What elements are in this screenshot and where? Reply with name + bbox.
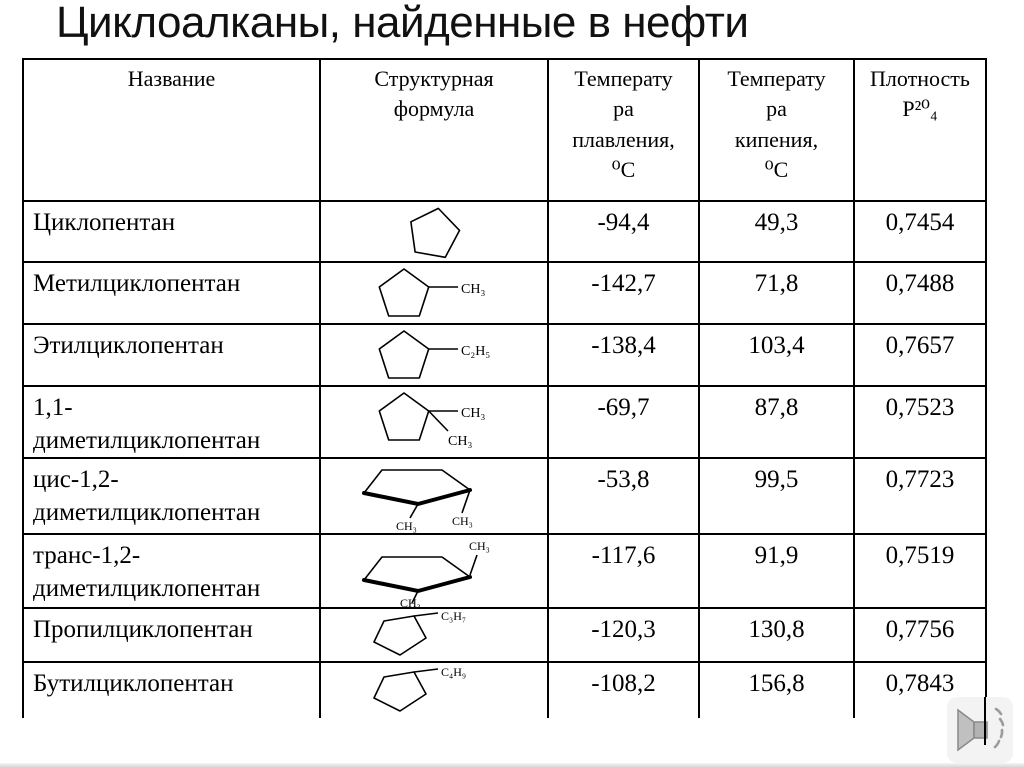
name-cell: транс-1,2- диметилциклопентан <box>22 533 321 609</box>
table-row: Этилциклопентан C₂H₅ -138,4 103,4 0,7657 <box>22 323 987 387</box>
svg-text:CH₃: CH₃ <box>448 434 472 449</box>
methylcyclopentane-structure-icon: CH₃ <box>378 268 485 317</box>
boiling-cell: 87,8 <box>698 385 855 459</box>
svg-text:C₃H₇: C₃H₇ <box>441 611 466 623</box>
boiling-cell: 130,8 <box>698 607 855 663</box>
name-cell: Бутилциклопентан <box>22 661 321 718</box>
svg-text:C₂H₅: C₂H₅ <box>461 344 490 359</box>
header-boiling-temp: Температу ра кипения, ⁰С <box>698 58 855 202</box>
table-row: Бутилциклопентан C₄H₉ -108,2 156,8 0,784… <box>22 661 987 718</box>
header-density: Плотность Р²⁰₄ <box>853 58 987 202</box>
trans-dimethylcyclopentane-structure-icon: CH₃ CH₃ <box>362 539 490 607</box>
name-cell: Метилциклопентан <box>22 261 321 325</box>
density-cell: 0,7488 <box>853 261 987 325</box>
svg-text:CH₃: CH₃ <box>452 514 473 528</box>
svg-text:CH₃: CH₃ <box>400 596 421 607</box>
formula-cell: CH₃ <box>319 261 549 325</box>
table-row: Циклопентан -94,4 49,3 0,7454 <box>22 200 987 263</box>
melting-cell: -94,4 <box>547 200 700 263</box>
boiling-cell: 156,8 <box>698 661 855 718</box>
formula-cell: CH₃ CH₃ <box>319 457 549 535</box>
butylcyclopentane-structure-icon: C₄H₉ <box>373 665 466 712</box>
svg-text:CH₃: CH₃ <box>469 539 490 553</box>
name-cell: Этилциклопентан <box>22 323 321 387</box>
formula-cell <box>319 200 549 263</box>
ethylcyclopentane-structure-icon: C₂H₅ <box>378 330 490 379</box>
svg-text:CH₃: CH₃ <box>461 406 485 421</box>
boiling-cell: 49,3 <box>698 200 855 263</box>
svg-text:CH₃: CH₃ <box>461 282 485 297</box>
density-cell: 0,7723 <box>853 457 987 535</box>
density-cell: 0,7519 <box>853 533 987 609</box>
melting-cell: -108,2 <box>547 661 700 718</box>
table-row: Пропилциклопентан C₃H₇ -120,3 130,8 0,77… <box>22 607 987 663</box>
header-name: Название <box>22 58 321 202</box>
density-cell: 0,7657 <box>853 323 987 387</box>
melting-cell: -138,4 <box>547 323 700 387</box>
name-cell: цис-1,2- диметилциклопентан <box>22 457 321 535</box>
svg-text:CH₃: CH₃ <box>396 519 417 533</box>
table-row: цис-1,2- диметилциклопентан CH₃ CH₃ -53,… <box>22 457 987 535</box>
cis-dimethylcyclopentane-structure-icon: CH₃ CH₃ <box>362 469 473 533</box>
table-header-row: Название Структурная формула Температу р… <box>22 58 987 202</box>
formula-cell: C₃H₇ <box>319 607 549 663</box>
density-cell: 0,7756 <box>853 607 987 663</box>
svg-text:C₄H₉: C₄H₉ <box>441 665 466 679</box>
table-row: Метилциклопентан CH₃ -142,7 71,8 0,7488 <box>22 261 987 325</box>
table-row: 1,1- диметилциклопентан CH₃ CH₃ -69,7 87… <box>22 385 987 459</box>
propylcyclopentane-structure-icon: C₃H₇ <box>373 611 466 656</box>
boiling-cell: 103,4 <box>698 323 855 387</box>
dimethylcyclopentane-1-1-structure-icon: CH₃ CH₃ <box>378 392 485 449</box>
formula-cell: C₂H₅ <box>319 323 549 387</box>
melting-cell: -117,6 <box>547 533 700 609</box>
formula-cell: CH₃ CH₃ <box>319 533 549 609</box>
table-row: транс-1,2- диметилциклопентан CH₃ CH₃ -1… <box>22 533 987 609</box>
cyclopentane-structure-icon <box>410 207 461 259</box>
page-title: Циклоалканы, найденные в нефти <box>56 0 749 47</box>
header-structural-formula: Структурная формула <box>319 58 549 202</box>
density-cell: 0,7523 <box>853 385 987 459</box>
audio-playback-button[interactable] <box>947 697 1013 763</box>
name-cell: Циклопентан <box>22 200 321 263</box>
melting-cell: -53,8 <box>547 457 700 535</box>
name-cell: Пропилциклопентан <box>22 607 321 663</box>
header-melting-temp: Температу ра плавления, ⁰С <box>547 58 700 202</box>
speaker-icon <box>957 707 1005 752</box>
slide-bottom-edge <box>0 763 1024 767</box>
formula-cell: CH₃ CH₃ <box>319 385 549 459</box>
name-cell: 1,1- диметилциклопентан <box>22 385 321 459</box>
table-right-border-tail <box>984 697 986 745</box>
boiling-cell: 99,5 <box>698 457 855 535</box>
density-cell: 0,7454 <box>853 200 987 263</box>
melting-cell: -120,3 <box>547 607 700 663</box>
boiling-cell: 91,9 <box>698 533 855 609</box>
cycloalkanes-table: Название Структурная формула Температу р… <box>22 58 987 718</box>
melting-cell: -69,7 <box>547 385 700 459</box>
melting-cell: -142,7 <box>547 261 700 325</box>
formula-cell: C₄H₉ <box>319 661 549 718</box>
boiling-cell: 71,8 <box>698 261 855 325</box>
